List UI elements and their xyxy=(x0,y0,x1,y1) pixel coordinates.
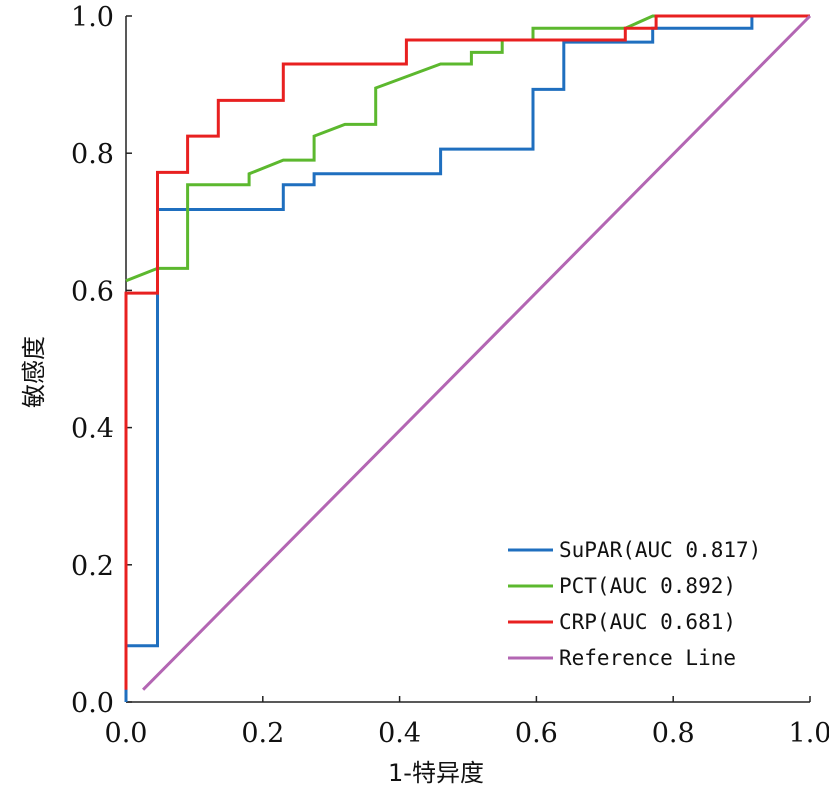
y-tick-label: 0.6 xyxy=(71,276,114,307)
x-tick-label: 1.0 xyxy=(789,718,829,749)
legend-label: CRP(AUC 0.681) xyxy=(559,610,736,634)
legend: SuPAR(AUC 0.817) PCT(AUC 0.892) CRP(AUC 0.… xyxy=(508,538,761,670)
y-tick-label: 0.2 xyxy=(71,551,114,582)
x-tick-label: 0.2 xyxy=(241,718,284,749)
x-tick-label: 0.0 xyxy=(105,718,148,749)
x-tick-label: 0.6 xyxy=(515,718,558,749)
series-line-pct xyxy=(125,14,810,283)
legend-label: Reference Line xyxy=(559,646,736,670)
y-tick-label: 0.8 xyxy=(71,139,114,170)
series-line-crp xyxy=(124,14,810,690)
x-tick-label: 0.4 xyxy=(378,718,421,749)
y-axis-title: 敏感度 xyxy=(20,336,48,408)
y-tick-label: 1.0 xyxy=(71,2,114,33)
y-ticks: 0.0 0.2 0.4 0.6 0.8 1.0 xyxy=(71,2,132,719)
x-axis-title: 1-特异度 xyxy=(388,759,484,787)
y-tick-label: 0.0 xyxy=(71,688,114,719)
x-ticks: 0.0 0.2 0.4 0.6 0.8 1.0 xyxy=(105,696,829,749)
legend-label: SuPAR(AUC 0.817) xyxy=(559,538,761,562)
x-tick-label: 0.8 xyxy=(652,718,695,749)
series-layer xyxy=(124,14,812,702)
series-line-reference-line xyxy=(142,14,812,691)
y-tick-label: 0.4 xyxy=(71,414,114,445)
legend-label: PCT(AUC 0.892) xyxy=(559,574,736,598)
